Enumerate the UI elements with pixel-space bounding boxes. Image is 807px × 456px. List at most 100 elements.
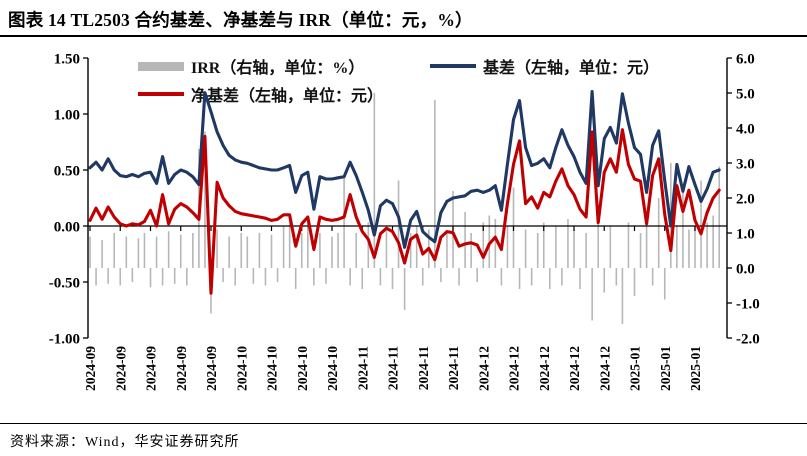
irr-bar bbox=[137, 238, 140, 268]
irr-bar bbox=[300, 233, 303, 268]
x-axis-tick-label: 2024-10 bbox=[234, 346, 249, 391]
legend-item-basis: 基差（左轴，单位：元） bbox=[430, 55, 659, 77]
x-axis-tick-label: 2024-11 bbox=[355, 346, 370, 391]
right-axis-tick-label: 3.0 bbox=[736, 157, 755, 173]
irr-bar bbox=[179, 234, 182, 268]
x-axis-tick-label: 2024-12 bbox=[597, 346, 612, 391]
x-axis-tick-label: 2024-12 bbox=[507, 346, 522, 391]
irr-bar bbox=[101, 240, 103, 268]
x-axis-tick-label: 2025-01 bbox=[658, 346, 673, 391]
irr-bar bbox=[458, 268, 460, 286]
right-axis-tick-label: 6.0 bbox=[736, 52, 755, 68]
x-axis-tick-label: 2024-11 bbox=[416, 346, 431, 391]
irr-bar bbox=[567, 219, 569, 268]
irr-bar bbox=[700, 180, 702, 268]
irr-bar bbox=[561, 268, 563, 286]
line-series bbox=[88, 90, 721, 295]
irr-bar-swatch-icon bbox=[138, 61, 184, 71]
irr-bar bbox=[107, 268, 109, 284]
right-axis-tick-label: 1.0 bbox=[736, 227, 755, 243]
irr-bar bbox=[246, 236, 249, 268]
x-axis-tick-label: 2025-01 bbox=[688, 346, 703, 391]
left-axis-tick-label: 1.00 bbox=[54, 108, 80, 124]
net-basis-line bbox=[88, 128, 721, 295]
irr-bar bbox=[379, 268, 382, 286]
axis-tick-labels: 1.50 1.00 0.50 0.00 -0.50 -1.00 6.0 5.0 4.0 3.0 2.… bbox=[49, 52, 760, 392]
x-axis-tick-label: 2024-12 bbox=[537, 346, 552, 391]
x-axis-tick-label: 2024-11 bbox=[446, 346, 461, 391]
irr-bar bbox=[343, 177, 345, 268]
irr-bar bbox=[192, 233, 194, 268]
footer-divider bbox=[0, 423, 807, 424]
irr-bar bbox=[313, 268, 315, 286]
irr-bar bbox=[518, 268, 521, 289]
irr-bar bbox=[161, 268, 164, 286]
irr-bar bbox=[603, 268, 606, 293]
irr-bar bbox=[621, 268, 624, 324]
irr-bar bbox=[585, 233, 587, 268]
left-axis-tick-label: 0.50 bbox=[54, 164, 80, 180]
irr-bar bbox=[143, 233, 146, 268]
right-axis-tick-label: -2.0 bbox=[736, 332, 760, 348]
x-axis-tick-label: 2024-12 bbox=[476, 346, 491, 391]
irr-bar bbox=[597, 205, 599, 268]
irr-bar bbox=[712, 215, 714, 268]
irr-bar bbox=[119, 268, 122, 286]
irr-bar bbox=[706, 222, 708, 268]
irr-bar bbox=[555, 226, 557, 268]
basis-line bbox=[88, 90, 721, 249]
net-basis-line-swatch-icon bbox=[138, 92, 184, 96]
x-axis-tick-label: 2024-12 bbox=[567, 346, 582, 391]
axes bbox=[83, 57, 732, 339]
irr-bar bbox=[633, 268, 636, 296]
irr-bar bbox=[403, 268, 406, 310]
left-axis-tick-label: -1.00 bbox=[49, 332, 80, 348]
irr-bar bbox=[464, 212, 466, 268]
irr-bar bbox=[276, 268, 279, 282]
irr-bar bbox=[204, 131, 206, 268]
x-axis-tick-label: 2024-10 bbox=[325, 346, 340, 391]
irr-bar bbox=[651, 268, 654, 286]
irr-bar bbox=[446, 233, 448, 268]
irr-bar bbox=[125, 236, 128, 268]
irr-bar bbox=[282, 226, 285, 268]
irr-bar bbox=[579, 268, 581, 289]
irr-bar bbox=[440, 268, 442, 282]
irr-bar bbox=[240, 233, 243, 268]
irr-bar bbox=[657, 198, 660, 268]
irr-bar bbox=[155, 236, 158, 268]
irr-bar bbox=[113, 233, 115, 268]
irr-bar bbox=[391, 268, 394, 289]
irr-bar bbox=[682, 191, 684, 268]
irr-bar bbox=[216, 229, 218, 268]
irr-bar bbox=[89, 236, 91, 268]
irr-bar bbox=[615, 268, 618, 286]
right-axis-tick-label: 2.0 bbox=[736, 192, 755, 208]
left-axis-tick-label: -0.50 bbox=[49, 276, 80, 292]
irr-bar bbox=[421, 268, 424, 286]
irr-bar bbox=[252, 268, 255, 284]
irr-bar bbox=[234, 268, 236, 286]
source-note: 资料来源：Wind，华安证券研究所 bbox=[10, 435, 240, 450]
irr-bar bbox=[167, 231, 170, 268]
irr-bar bbox=[409, 233, 412, 268]
left-axis-tick-label: 1.50 bbox=[54, 52, 80, 68]
irr-bar bbox=[627, 222, 630, 268]
irr-bar bbox=[186, 268, 188, 286]
irr-bar bbox=[506, 226, 509, 268]
irr-bar bbox=[258, 233, 261, 268]
irr-bar bbox=[331, 236, 333, 268]
irr-bar bbox=[645, 212, 648, 268]
irr-bar bbox=[542, 222, 545, 268]
irr-bar bbox=[385, 229, 388, 268]
irr-bar bbox=[591, 268, 593, 321]
irr-bar bbox=[530, 268, 533, 286]
irr-bar bbox=[355, 233, 357, 268]
irr-bar bbox=[294, 268, 297, 289]
irr-bars-series bbox=[89, 93, 720, 324]
x-axis-tick-label: 2025-01 bbox=[628, 346, 643, 391]
irr-bar bbox=[361, 268, 364, 289]
irr-bar bbox=[482, 222, 485, 268]
right-axis-tick-label: -1.0 bbox=[736, 297, 760, 313]
